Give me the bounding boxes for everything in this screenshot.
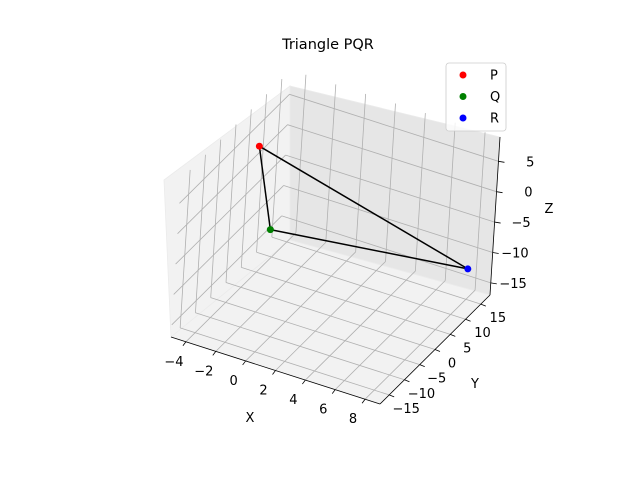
- y-tick: [404, 379, 410, 383]
- x-tick: [272, 370, 276, 375]
- y-tick: [389, 394, 395, 398]
- y-tick: [419, 364, 425, 368]
- z-grid-line: [177, 124, 288, 234]
- z-tick-label: 0: [524, 186, 532, 201]
- y-tick-label: 15: [490, 311, 507, 326]
- y-grid-line: [225, 282, 436, 350]
- x-grid-line: [355, 93, 367, 252]
- z-tick: [498, 160, 505, 163]
- z-grid-line: [171, 215, 283, 326]
- x-tick: [242, 360, 246, 366]
- triangle-edges: [258, 145, 469, 270]
- y-tick: [465, 318, 471, 322]
- triangle-edge-RP: [258, 145, 469, 270]
- x-grid-line: [385, 103, 396, 262]
- z-tick: [494, 221, 501, 224]
- triangle-edge-PQ: [258, 146, 272, 230]
- y-tick: [450, 333, 456, 337]
- legend-label-Q: Q: [490, 90, 500, 105]
- point-Q: [266, 226, 274, 234]
- grid-lines: [171, 74, 499, 400]
- z-tick-label: −10: [501, 246, 528, 261]
- z-axis-line: [489, 136, 501, 296]
- y-tick-label: −5: [427, 372, 446, 387]
- y-axis-label: Y: [470, 377, 479, 392]
- z-tick-label: 5: [526, 155, 534, 170]
- x-grid-line: [414, 113, 426, 272]
- x-tick: [302, 379, 306, 385]
- z-tick: [490, 282, 497, 285]
- z-axis-label: Z: [545, 202, 554, 217]
- y-grid-line: [271, 79, 283, 238]
- y-tick-label: 5: [463, 341, 471, 356]
- point-P: [255, 142, 263, 150]
- z-tick: [492, 252, 499, 254]
- y-tick-label: −10: [408, 387, 435, 402]
- z-grid-line: [283, 185, 493, 253]
- axis-ticks: [182, 160, 505, 404]
- x-tick-label: 0: [230, 374, 238, 389]
- x-tick: [361, 398, 366, 404]
- z-tick: [496, 191, 503, 194]
- y-grid-line: [225, 124, 237, 283]
- z-grid-line: [287, 124, 497, 193]
- z-tick-label: −15: [499, 277, 526, 292]
- x-tick-label: 6: [319, 403, 327, 418]
- z-grid-line: [281, 215, 491, 284]
- legend-marker-R: [459, 114, 467, 122]
- y-grid-line: [180, 327, 390, 396]
- z-grid-line: [179, 94, 290, 204]
- y-grid-line: [210, 139, 222, 298]
- y-grid-line: [271, 236, 481, 305]
- y-grid-line: [256, 94, 267, 253]
- x-tick-label: −4: [164, 355, 183, 370]
- triangle-edge-QR: [270, 228, 468, 270]
- z-grid-line: [173, 185, 284, 295]
- y-tick: [434, 349, 441, 352]
- x-tick: [182, 341, 187, 347]
- y-grid-line: [210, 297, 420, 366]
- legend-entries: PQR: [459, 69, 500, 127]
- z-grid-line: [285, 154, 495, 223]
- point-R: [464, 265, 472, 273]
- z-tick-label: −5: [511, 216, 530, 231]
- x-tick-label: 4: [289, 393, 297, 408]
- legend: PQR: [445, 62, 507, 132]
- y-tick: [480, 303, 486, 307]
- x-tick-label: 2: [259, 384, 267, 399]
- x-tick-label: −2: [194, 364, 213, 379]
- legend-box: [445, 62, 507, 132]
- y-grid-line: [256, 251, 466, 320]
- x-grid-line: [474, 132, 486, 291]
- x-tick-label: 8: [349, 412, 357, 427]
- x-grid-line: [444, 122, 456, 281]
- x-axis-label: X: [246, 411, 255, 426]
- x-grid-line: [325, 84, 337, 243]
- y-tick-label: 0: [448, 357, 456, 372]
- legend-label-P: P: [490, 69, 498, 84]
- y-grid-line: [240, 109, 252, 268]
- x-grid-line: [295, 74, 307, 233]
- legend-marker-Q: [459, 93, 467, 100]
- y-grid-line: [195, 312, 405, 381]
- x-tick: [212, 351, 217, 356]
- legend-marker-P: [459, 71, 467, 79]
- y-tick-label: 10: [474, 326, 491, 341]
- z-grid-line: [289, 93, 499, 162]
- y-tick-label: −15: [392, 402, 419, 417]
- legend-label-R: R: [490, 112, 499, 127]
- y-grid-line: [195, 154, 206, 313]
- x-tick: [331, 389, 336, 394]
- chart-title: Triangle PQR: [281, 37, 374, 53]
- y-grid-line: [179, 169, 191, 328]
- y-grid-line: [241, 266, 451, 335]
- z-grid-line: [175, 154, 286, 265]
- data-points: [255, 142, 472, 273]
